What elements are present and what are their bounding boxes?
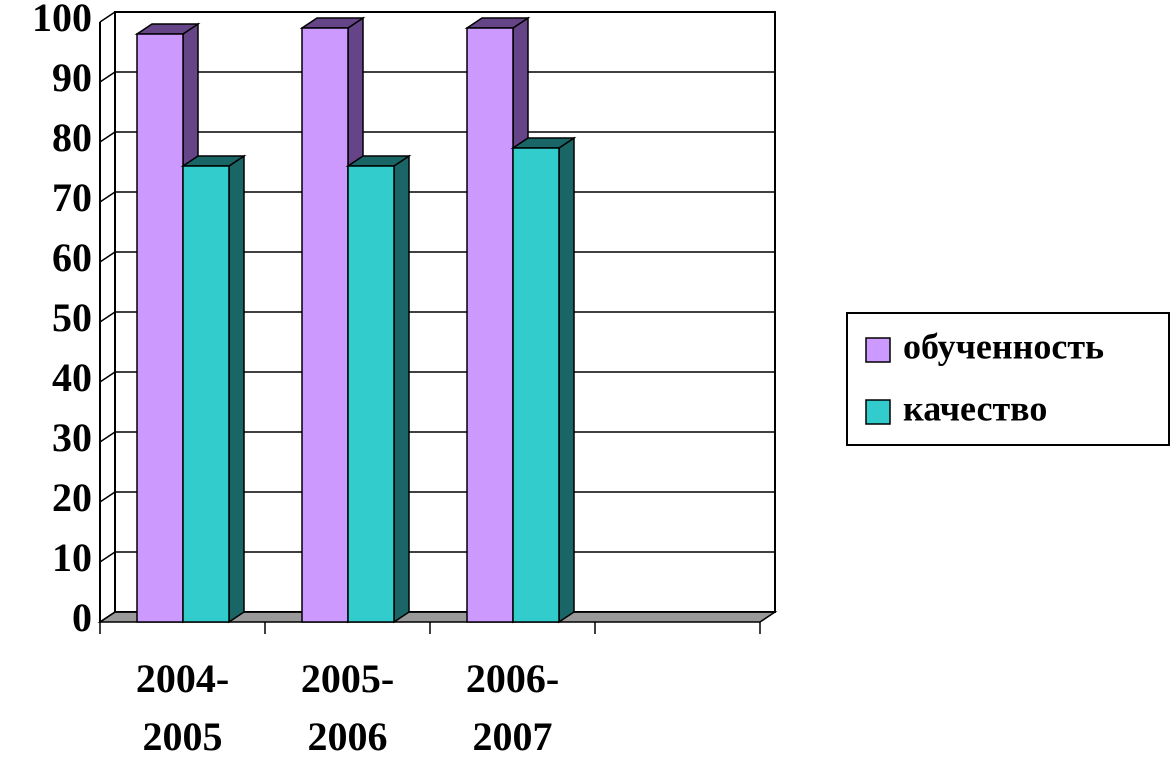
y-tick-label: 80 xyxy=(52,115,92,160)
legend-label: обученность xyxy=(903,326,1104,366)
y-tick-label: 40 xyxy=(52,355,92,400)
legend: обученность качество xyxy=(846,312,1170,446)
legend-swatch xyxy=(865,399,891,425)
y-tick-label: 10 xyxy=(52,535,92,580)
x-tick-label: 2005-2006 xyxy=(300,656,395,759)
grid-line xyxy=(99,131,775,143)
grid-line xyxy=(99,11,775,23)
bar xyxy=(180,154,247,624)
bar xyxy=(510,136,577,624)
bar-front xyxy=(136,33,184,623)
y-tick-label: 30 xyxy=(52,415,92,460)
bar-front xyxy=(512,147,560,623)
y-tick-label: 50 xyxy=(52,295,92,340)
y-tick-label: 100 xyxy=(32,0,92,40)
bar-front xyxy=(466,27,514,623)
y-tick-label: 20 xyxy=(52,475,92,520)
bar-front xyxy=(182,165,230,623)
bar-front xyxy=(347,165,395,623)
x-tick-label: 2006-2007 xyxy=(465,656,560,759)
bar-side xyxy=(558,136,575,624)
y-tick-label: 90 xyxy=(52,55,92,100)
y-tick-label: 0 xyxy=(72,595,92,640)
grid-line xyxy=(99,71,775,83)
y-tick-label: 70 xyxy=(52,175,92,220)
legend-swatch xyxy=(865,337,891,363)
legend-box xyxy=(846,312,1170,446)
bar-side xyxy=(228,154,245,624)
y-tick-label: 60 xyxy=(52,235,92,280)
bar xyxy=(345,154,412,624)
bar-side xyxy=(393,154,410,624)
x-tick-label: 2004-2005 xyxy=(135,656,230,759)
bar-front xyxy=(301,27,349,623)
legend-label: качество xyxy=(903,388,1047,428)
